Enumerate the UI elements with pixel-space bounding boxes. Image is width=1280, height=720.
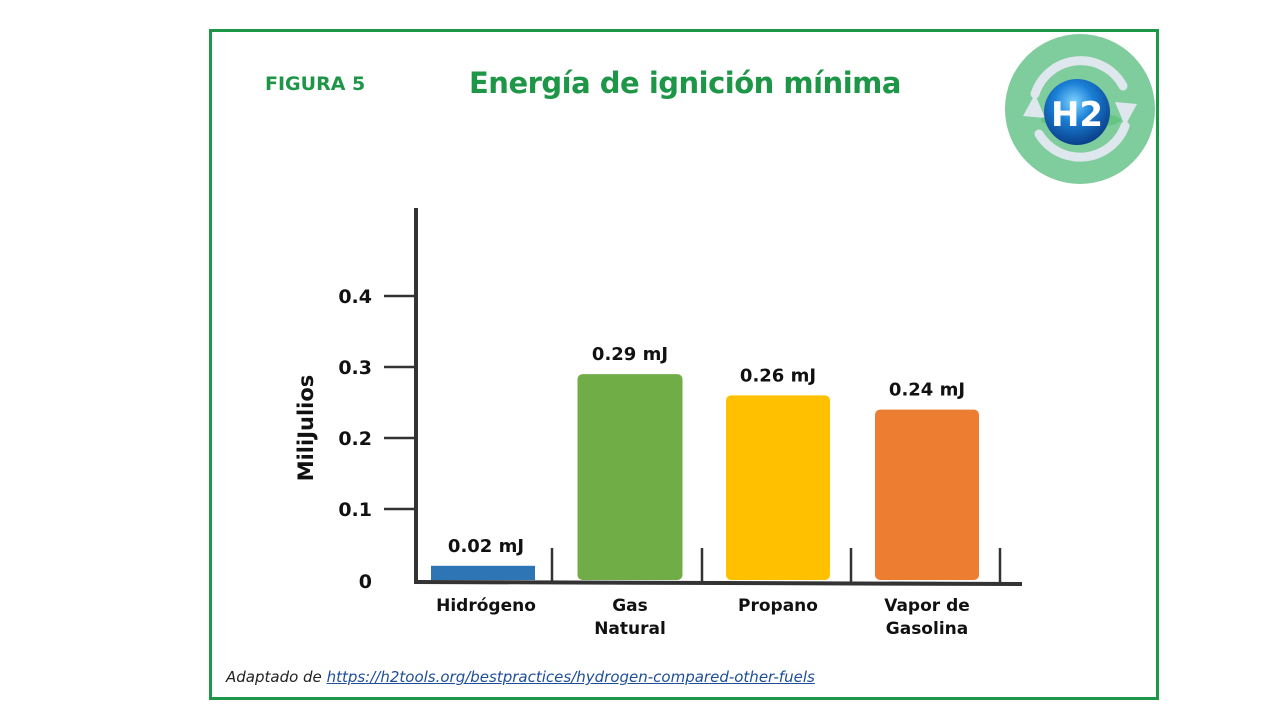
category-label: Propano	[738, 596, 818, 616]
data-label: 0.02 mJ	[448, 536, 524, 557]
data-label: 0.26 mJ	[740, 365, 816, 386]
x-axis-line	[413, 580, 1023, 586]
bar	[577, 374, 683, 580]
bar	[726, 395, 830, 580]
logo-text: H2	[1051, 95, 1103, 135]
y-tick-label: 0.1	[338, 499, 372, 521]
category-label: Gasolina	[886, 619, 968, 639]
category-label: Hidrógeno	[436, 596, 536, 616]
data-label: 0.24 mJ	[889, 380, 965, 401]
figure-label: FIGURA 5	[265, 73, 366, 95]
bar	[431, 565, 535, 580]
source-note: Adaptado de https://h2tools.org/bestprac…	[226, 668, 815, 686]
category-label: Natural	[594, 619, 666, 639]
y-tick-label: 0.2	[338, 428, 372, 450]
category-label: Vapor de	[884, 596, 970, 616]
y-tick-label: 0.4	[338, 286, 372, 308]
y-tick-label: 0.3	[338, 357, 372, 379]
h2-logo: H2	[1005, 34, 1155, 184]
figure-frame	[209, 29, 1159, 700]
chart-title: Energía de ignición mínima	[469, 66, 901, 100]
y-axis-label: MiliJulios	[294, 375, 318, 482]
y-tick-label: 0	[359, 571, 372, 593]
source-prefix: Adaptado de	[226, 668, 327, 686]
data-label: 0.29 mJ	[592, 344, 668, 365]
source-link[interactable]: https://h2tools.org/bestpractices/hydrog…	[326, 668, 815, 686]
bar	[875, 409, 979, 580]
category-label: Gas	[612, 596, 648, 616]
